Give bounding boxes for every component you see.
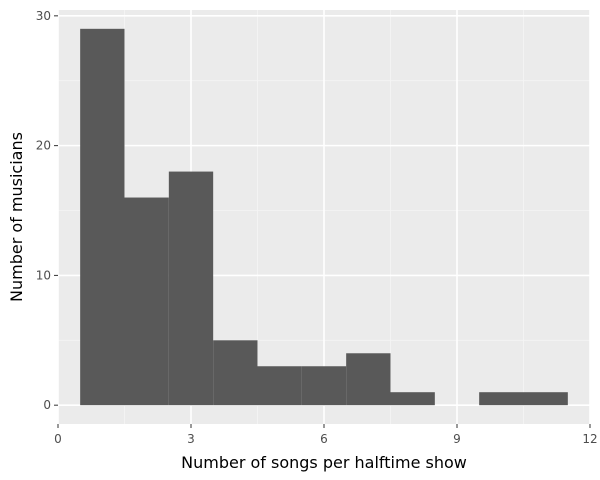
histogram-bar	[80, 28, 125, 406]
histogram-bar	[168, 171, 214, 406]
y-tick-label: 10	[36, 268, 51, 282]
x-tick-label: 12	[582, 432, 597, 446]
histogram-bar	[257, 366, 302, 406]
y-tick-label: 30	[36, 9, 51, 23]
histogram-bar	[390, 392, 435, 406]
major-gridlines	[57, 10, 591, 424]
x-axis-tick-labels: 0 3 6 9 12	[54, 432, 597, 446]
y-tick-label: 0	[43, 398, 51, 412]
x-tick-label: 6	[320, 432, 328, 446]
histogram-bars	[80, 28, 568, 406]
x-tick-label: 9	[453, 432, 461, 446]
x-axis-title: Number of songs per halftime show	[181, 453, 467, 472]
y-tick-label: 20	[36, 139, 51, 153]
y-axis-tick-labels: 0 10 20 30	[36, 9, 51, 412]
histogram-bar	[124, 197, 169, 406]
histogram-bar	[479, 392, 524, 406]
histogram-bar	[346, 353, 391, 406]
histogram-bar	[213, 340, 258, 406]
histogram-bar	[523, 392, 568, 406]
y-axis-title: Number of musicians	[7, 132, 26, 302]
x-tick-label: 0	[54, 432, 62, 446]
histogram-bar	[301, 366, 347, 406]
axis-ticks	[54, 15, 591, 428]
x-tick-label: 3	[187, 432, 195, 446]
